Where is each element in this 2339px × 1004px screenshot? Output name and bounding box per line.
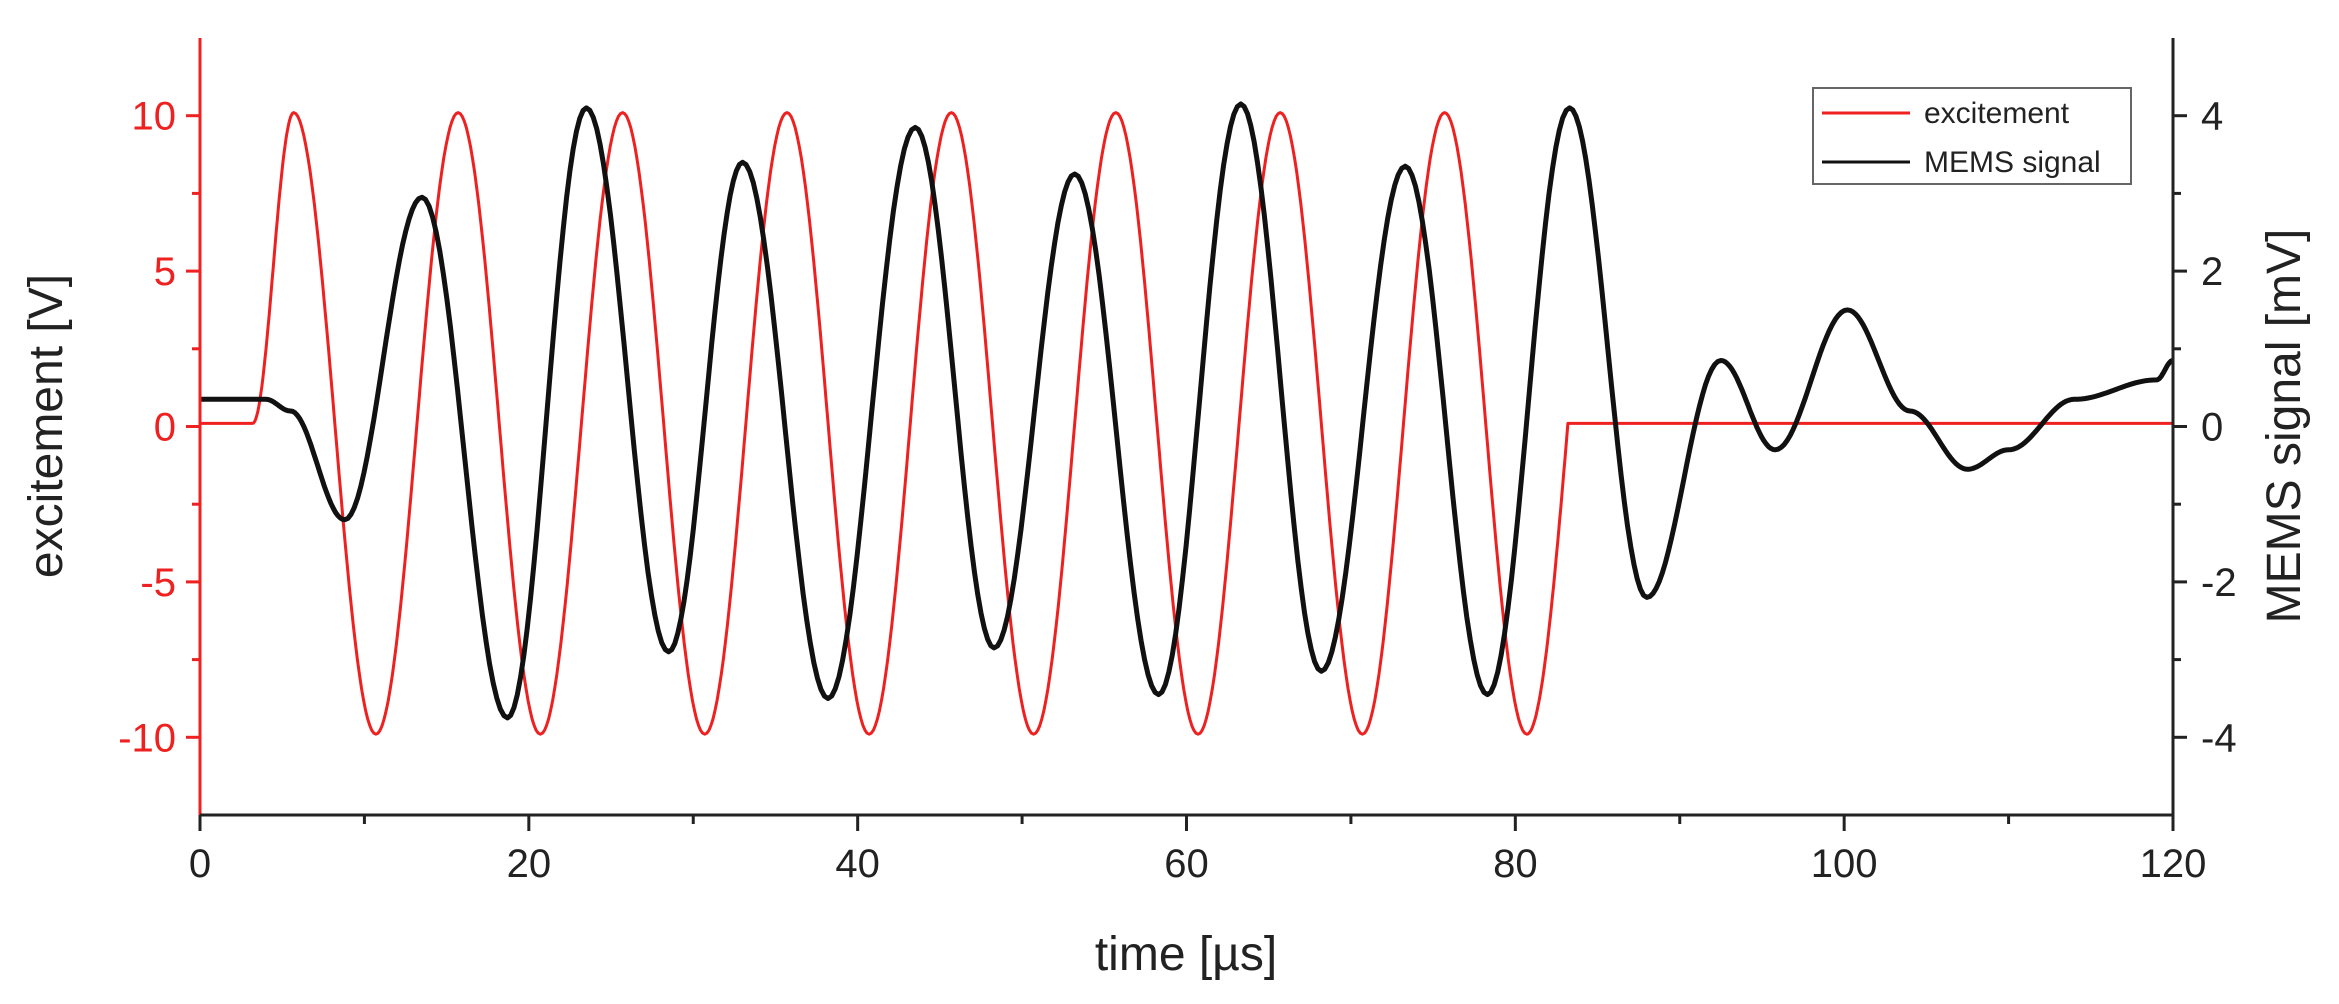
x-tick-label: 60 xyxy=(1164,842,1209,886)
y-left-axis-title: excitement [V] xyxy=(20,274,73,578)
y-left-tick-label: 10 xyxy=(132,95,177,139)
series-line-excitement xyxy=(199,111,2173,736)
x-tick-label: 80 xyxy=(1493,842,1538,886)
axes-layer: 0 20 40 60 80 100 120 -10 -5 0 5 10 -4 -2 0 2 4 xyxy=(118,38,2237,886)
y-left-tick-label: 0 xyxy=(154,406,176,450)
x-tick-label: 40 xyxy=(835,842,880,886)
y-right-tick-label: 0 xyxy=(2201,406,2223,450)
x-tick-label: 20 xyxy=(507,842,552,886)
legend-label-mems-signal: MEMS signal xyxy=(1924,146,2101,179)
x-tick-label: 0 xyxy=(189,842,211,886)
series-line-mems-signal xyxy=(200,101,2175,721)
y-right-tick-label: -2 xyxy=(2201,561,2237,605)
y-right-tick-label: -4 xyxy=(2201,716,2237,760)
y-right-tick-label: 4 xyxy=(2201,95,2223,139)
series-layer xyxy=(199,101,2175,736)
y-left-tick-label: -10 xyxy=(118,716,176,760)
y-right-axis-title: MEMS signal [mV] xyxy=(2258,229,2311,624)
y-left-tick-label: 5 xyxy=(154,250,176,294)
y-right-tick-label: 2 xyxy=(2201,250,2223,294)
legend-box xyxy=(1812,87,2132,185)
legend-label-excitement: excitement xyxy=(1924,97,2070,130)
x-tick-label: 120 xyxy=(2140,842,2207,886)
legend: excitement MEMS signal xyxy=(1812,87,2132,185)
x-tick-label: 100 xyxy=(1811,842,1878,886)
y-left-tick-label: -5 xyxy=(140,561,176,605)
x-axis-title: time [µs] xyxy=(1095,928,1277,981)
